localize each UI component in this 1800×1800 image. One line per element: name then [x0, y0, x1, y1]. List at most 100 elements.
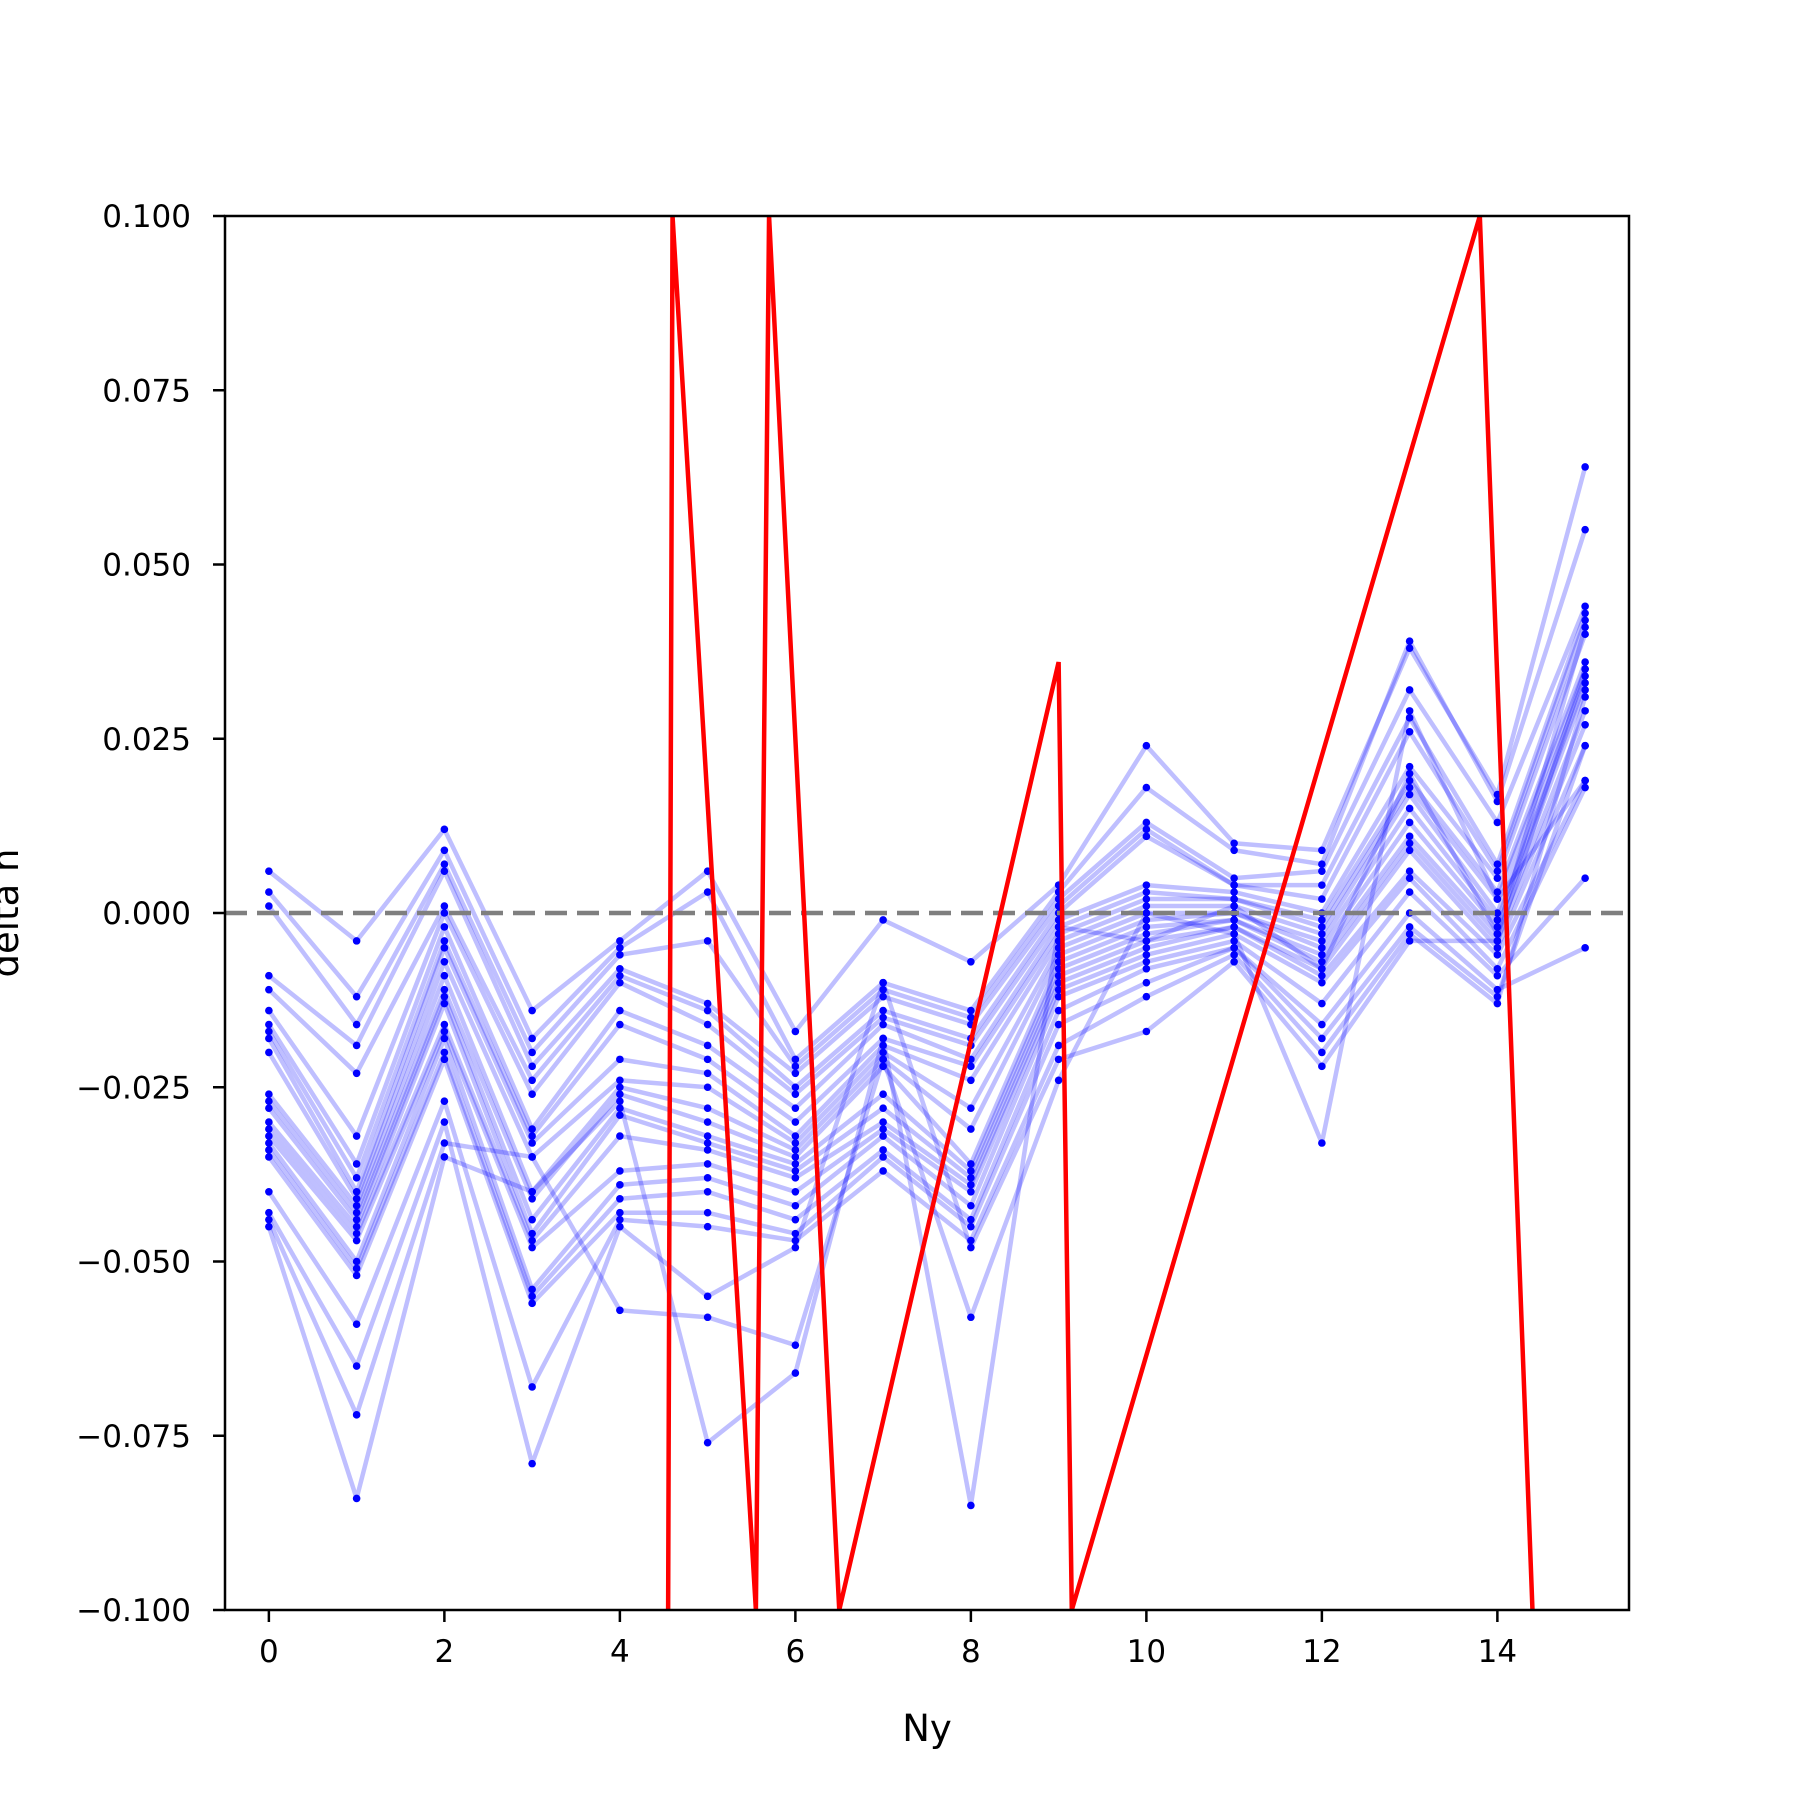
sample-point: [528, 1383, 536, 1391]
sample-point: [1581, 693, 1589, 701]
sample-point: [616, 1097, 624, 1105]
sample-point: [791, 1083, 800, 1092]
sample-point: [1054, 978, 1063, 987]
sample-point: [1405, 790, 1414, 799]
sample-series-line-11: [267, 710, 1588, 1215]
sample-point: [528, 1132, 536, 1140]
sample-point: [1230, 874, 1238, 882]
sample-point: [265, 1146, 273, 1154]
sample-point: [1405, 930, 1414, 938]
sample-point: [352, 1362, 361, 1370]
sample-point: [352, 1264, 361, 1273]
sample-point: [1142, 916, 1151, 924]
sample-point: [1318, 1034, 1326, 1043]
sample-point: [1493, 964, 1502, 973]
sample-series-line-0: [267, 466, 1588, 1034]
sample-series-line-9: [266, 682, 1588, 1202]
sample-point: [616, 1167, 624, 1175]
sample-point: [703, 1174, 712, 1182]
sample-point: [879, 1055, 887, 1064]
sample-point: [616, 971, 624, 980]
sample-point: [528, 1139, 536, 1147]
y-axis: 0.100 0.075 0.050 0.025 0.000 −0.025 −0.050 −0.…: [76, 199, 225, 1629]
sample-point: [1142, 881, 1151, 889]
sample-point: [528, 1229, 536, 1238]
sample-point: [1405, 832, 1414, 841]
sample-point: [1581, 623, 1589, 632]
sample-point: [1581, 463, 1589, 471]
sample-point: [1581, 783, 1589, 792]
sample-point: [1054, 1076, 1063, 1085]
sample-point: [791, 1201, 800, 1210]
sample-point: [967, 957, 975, 966]
sample-point: [1318, 971, 1326, 980]
sample-series-line-21: [266, 708, 1587, 1418]
sample-point: [1405, 874, 1414, 882]
sample-point: [1142, 957, 1151, 966]
sample-point: [528, 1285, 536, 1294]
sample-point: [703, 1020, 712, 1029]
sample-point: [265, 1132, 273, 1140]
sample-point: [791, 1153, 800, 1161]
sample-series-line-10: [267, 689, 1588, 1208]
sample-point: [1318, 860, 1326, 869]
sample-point: [1230, 839, 1238, 848]
sample-point: [440, 999, 449, 1008]
sample-point: [1230, 951, 1238, 959]
sample-point: [616, 964, 624, 973]
sample-point: [616, 1104, 624, 1112]
sample-point: [1054, 1055, 1063, 1064]
sample-point: [352, 1208, 361, 1217]
sample-point: [1142, 930, 1151, 938]
sample-point: [1493, 790, 1502, 799]
sample-point: [616, 944, 624, 952]
sample-point: [791, 1243, 800, 1252]
x-tick-label: 12: [1302, 1634, 1341, 1670]
sample-point: [1581, 776, 1589, 785]
sample-point: [1493, 999, 1502, 1008]
sample-point: [1581, 609, 1589, 618]
x-tick-label: 6: [786, 1634, 806, 1670]
sample-point: [1493, 818, 1502, 827]
x-tick-label: 14: [1478, 1634, 1517, 1670]
sample-point: [265, 1097, 273, 1105]
sample-point: [703, 1222, 712, 1231]
sample-point: [1405, 686, 1414, 694]
sample-point: [967, 1236, 975, 1245]
sample-series-line-17: [267, 910, 1587, 1299]
sample-point: [1318, 1048, 1326, 1057]
sample-point: [616, 937, 624, 945]
sample-point: [1581, 707, 1589, 715]
sample-point: [1318, 978, 1326, 987]
sample-point: [791, 1160, 800, 1168]
sample-point: [352, 1236, 361, 1245]
sample-point: [265, 1139, 273, 1147]
sample-point: [1142, 832, 1151, 841]
sample-point: [1405, 867, 1414, 875]
sample-series-line-14: [267, 779, 1588, 1243]
sample-point: [1405, 888, 1414, 896]
sample-point: [703, 1146, 712, 1154]
sample-point: [1493, 937, 1502, 945]
sample-point: [1318, 999, 1326, 1008]
sample-point: [1405, 637, 1414, 645]
sample-point: [1493, 971, 1502, 980]
sample-point: [791, 1104, 800, 1112]
sample-point: [440, 1027, 449, 1036]
sample-point: [616, 1083, 624, 1092]
sample-point: [703, 937, 712, 945]
sample-point: [352, 1222, 361, 1231]
sample-point: [967, 1160, 975, 1168]
sample-point: [265, 1188, 273, 1196]
sample-point: [1318, 846, 1326, 855]
sample-point: [1142, 825, 1151, 834]
sample-point: [703, 1438, 712, 1447]
sample-point: [791, 1174, 800, 1182]
sample-point: [528, 1006, 536, 1015]
sample-point: [791, 1055, 800, 1064]
sample-point: [967, 1167, 975, 1175]
sample-point: [1405, 846, 1414, 855]
sample-point: [967, 1104, 975, 1112]
sample-point: [1405, 707, 1414, 715]
